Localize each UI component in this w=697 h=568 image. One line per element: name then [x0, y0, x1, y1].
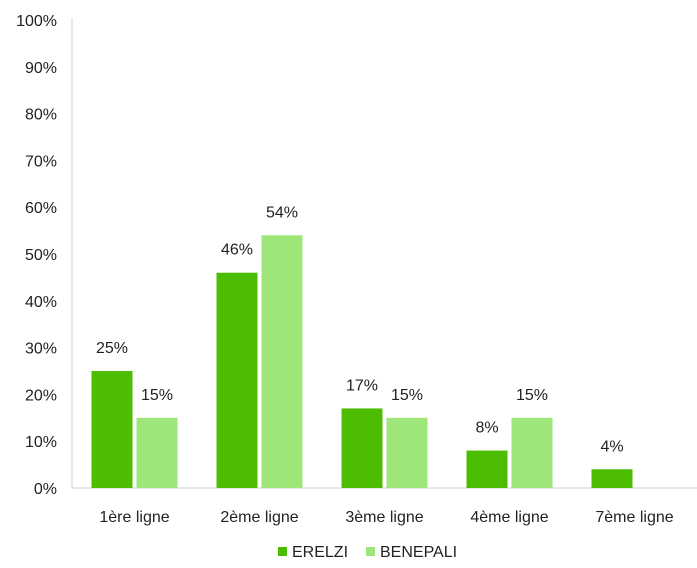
- data-label: 25%: [96, 340, 128, 357]
- bar-erelzi-2: [342, 408, 383, 488]
- bar-benepali-3: [512, 418, 553, 488]
- y-tick-label: 60%: [25, 200, 57, 217]
- x-tick-label: 2ème ligne: [220, 509, 298, 526]
- data-label: 4%: [600, 438, 623, 455]
- legend-swatch-erelzi: [278, 547, 287, 556]
- data-label: 15%: [516, 387, 548, 404]
- y-tick-label: 20%: [25, 387, 57, 404]
- y-tick-label: 40%: [25, 294, 57, 311]
- legend-swatch-benepali: [366, 547, 375, 556]
- bar-erelzi-0: [92, 371, 133, 488]
- bar-erelzi-3: [467, 451, 508, 488]
- y-tick-label: 0%: [34, 481, 57, 498]
- y-tick-label: 50%: [25, 247, 57, 264]
- data-label: 15%: [391, 387, 423, 404]
- data-label: 8%: [475, 420, 498, 437]
- x-tick-label: 7ème ligne: [595, 509, 673, 526]
- x-tick-label: 3ème ligne: [345, 509, 423, 526]
- y-tick-label: 80%: [25, 107, 57, 124]
- x-tick-label: 4ème ligne: [470, 509, 548, 526]
- data-label: 15%: [141, 387, 173, 404]
- bar-erelzi-4: [592, 469, 633, 488]
- data-label: 46%: [221, 242, 253, 259]
- y-tick-label: 30%: [25, 341, 57, 358]
- bar-benepali-0: [137, 418, 178, 488]
- legend-label: ERELZI: [292, 544, 348, 561]
- y-tick-label: 100%: [16, 13, 57, 30]
- bar-benepali-2: [387, 418, 428, 488]
- legend-label: BENEPALI: [380, 544, 457, 561]
- y-tick-label: 90%: [25, 60, 57, 77]
- bar-benepali-1: [262, 235, 303, 488]
- y-tick-label: 10%: [25, 434, 57, 451]
- x-tick-label: 1ère ligne: [99, 509, 169, 526]
- data-label: 17%: [346, 377, 378, 394]
- y-tick-label: 70%: [25, 153, 57, 170]
- bar-erelzi-1: [217, 273, 258, 488]
- data-label: 54%: [266, 204, 298, 221]
